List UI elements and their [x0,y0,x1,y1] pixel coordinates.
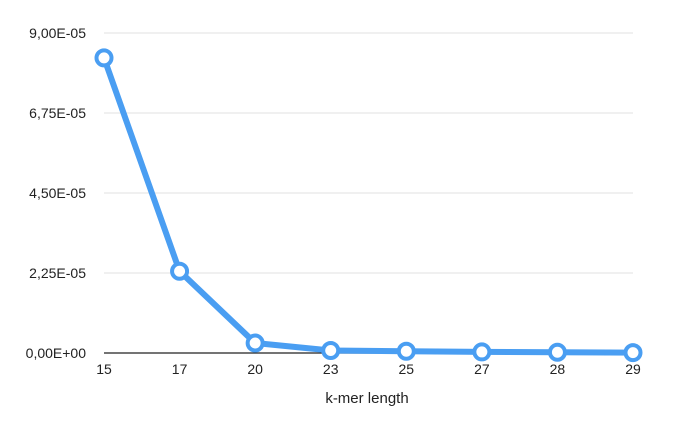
data-point [547,342,567,362]
data-point [472,342,492,362]
data-point [321,341,341,361]
x-tick-label: 25 [398,361,414,377]
data-point [245,333,265,353]
series-layer [94,48,643,363]
y-tick-label: 2,25E-05 [29,265,86,281]
x-tick-labels: 15 17 20 23 25 27 28 29 [96,361,641,377]
x-tick-label: 27 [474,361,490,377]
data-point [623,343,643,363]
y-tick-label: 0,00E+00 [26,345,87,361]
grid-lines [104,32,633,354]
y-tick-labels: 0,00E+00 2,25E-05 4,50E-05 6,75E-05 9,00E-05 [26,25,87,361]
data-point [396,341,416,361]
x-tick-label: 17 [172,361,188,377]
x-tick-label: 28 [550,361,566,377]
y-tick-label: 9,00E-05 [29,25,86,41]
x-tick-label: 20 [247,361,263,377]
x-axis-title: k-mer length [325,390,408,407]
x-tick-label: 15 [96,361,112,377]
y-tick-label: 4,50E-05 [29,185,86,201]
data-point [170,261,190,281]
x-tick-label: 29 [625,361,641,377]
series-line [101,54,636,356]
data-point [94,48,114,68]
y-tick-label: 6,75E-05 [29,105,86,121]
x-tick-label: 23 [323,361,339,377]
